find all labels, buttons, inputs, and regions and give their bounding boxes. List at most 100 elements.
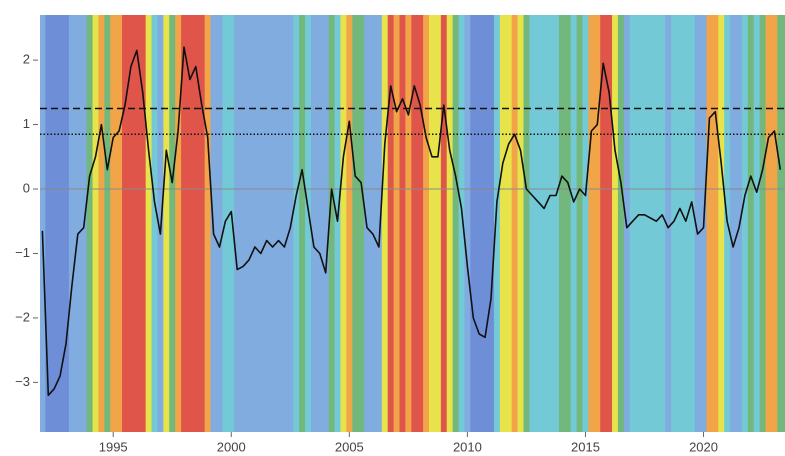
stripe [682, 15, 690, 432]
stripe [381, 15, 389, 432]
data-line [41, 46, 782, 397]
stripe [399, 15, 406, 432]
stripe [369, 15, 377, 432]
stripe [629, 15, 637, 432]
stripe [104, 15, 111, 432]
stripe [582, 15, 589, 432]
stripe [588, 15, 595, 432]
stripe [777, 15, 785, 432]
stripe [246, 15, 253, 432]
stripe [340, 15, 347, 432]
stripe [352, 15, 359, 432]
y-tick-label: 0 [23, 180, 30, 195]
stripe [499, 15, 507, 432]
stripe [653, 15, 660, 432]
stripe [328, 15, 336, 432]
stripe [305, 15, 312, 432]
stripe [57, 15, 64, 432]
stripe [718, 15, 725, 432]
stripe [346, 15, 353, 432]
stripe [606, 15, 613, 432]
stripe [759, 15, 767, 432]
stripe [771, 15, 778, 432]
y-tick-label: 1 [23, 116, 30, 131]
stripe [257, 15, 265, 432]
stripe [116, 15, 123, 432]
stripe [535, 15, 542, 432]
stripe [358, 15, 365, 432]
stripe [310, 15, 318, 432]
stripe [493, 15, 501, 432]
y-tick-label: −1 [15, 245, 30, 260]
stripe [552, 15, 560, 432]
stripe [127, 15, 135, 432]
stripe [694, 15, 702, 432]
stripe [86, 15, 94, 432]
stripe [186, 15, 194, 432]
stripe [234, 15, 241, 432]
stripe [92, 15, 99, 432]
stripe [659, 15, 666, 432]
stripe [529, 15, 536, 432]
stripe [263, 15, 271, 432]
stripe [293, 15, 300, 432]
stripe [411, 15, 418, 432]
stripe [647, 15, 654, 432]
stripe [440, 15, 448, 432]
stripe [145, 15, 153, 432]
stripe [122, 15, 129, 432]
stripe [523, 15, 530, 432]
stripe [434, 15, 442, 432]
stripe [765, 15, 772, 432]
stripe [617, 15, 625, 432]
stripe [322, 15, 330, 432]
stripe [600, 15, 607, 432]
stripe [417, 15, 424, 432]
stripe [316, 15, 324, 432]
stripe [169, 15, 176, 432]
stripe [364, 15, 371, 432]
stripe [446, 15, 454, 432]
stripe [251, 15, 259, 432]
stripe [51, 15, 58, 432]
stripe [423, 15, 430, 432]
stripe [405, 15, 412, 432]
stripe [547, 15, 554, 432]
stripe [730, 15, 737, 432]
stripe [458, 15, 465, 432]
stripe [558, 15, 566, 432]
stripe [334, 15, 341, 432]
stripe [275, 15, 282, 432]
x-tick-label: 2005 [335, 439, 364, 454]
stripe [98, 15, 105, 432]
stripe [505, 15, 513, 432]
stripe [676, 15, 684, 432]
stripe [175, 15, 182, 432]
stripe [464, 15, 471, 432]
stripe [488, 15, 495, 432]
stripe [228, 15, 235, 432]
stripe [216, 15, 223, 432]
stripe [594, 15, 601, 432]
stripe [576, 15, 584, 432]
stripe [641, 15, 648, 432]
stripe [688, 15, 696, 432]
stripe [452, 15, 460, 432]
stripe [40, 15, 46, 432]
y-tick-label: 2 [23, 52, 30, 67]
stripe [68, 15, 76, 432]
stripe [570, 15, 578, 432]
stripe [375, 15, 383, 432]
stripe [511, 15, 519, 432]
stripe [281, 15, 288, 432]
stripe [476, 15, 483, 432]
stripe [747, 15, 755, 432]
stripe [198, 15, 206, 432]
stripe [665, 15, 672, 432]
stripe [269, 15, 277, 432]
stripe [151, 15, 158, 432]
stripe [210, 15, 218, 432]
stripe [204, 15, 212, 432]
stripe [671, 15, 678, 432]
